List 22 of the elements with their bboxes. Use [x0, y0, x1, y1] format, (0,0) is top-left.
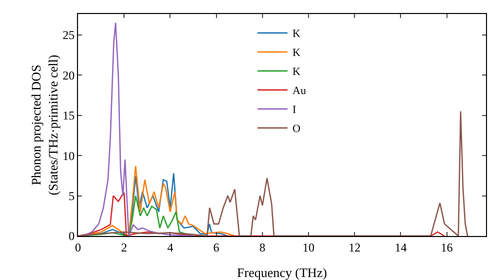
x-tick-label: 4 — [167, 240, 174, 254]
x-tick-label: 8 — [259, 240, 266, 254]
x-tick-label: 14 — [394, 240, 407, 254]
x-tick-label: 2 — [121, 240, 128, 254]
x-tick-label: 6 — [213, 240, 220, 254]
x-axis-title: Frequency (THz) — [237, 265, 327, 280]
x-tick-label: 10 — [302, 240, 315, 254]
x-tick-label: 12 — [348, 240, 361, 254]
y-tick-label: 0 — [68, 229, 75, 244]
legend-label: I — [292, 104, 296, 116]
y-tick-label: 25 — [62, 28, 75, 42]
legend-label: O — [292, 123, 300, 136]
x-tick-label: 16 — [440, 240, 453, 254]
y-tick-label: 20 — [62, 68, 75, 82]
legend-label: K — [292, 47, 300, 60]
legend-label: Au — [292, 85, 306, 98]
legend-label: K — [292, 66, 300, 78]
y-axis-title: Phonon projected DOS (States/THz·primitive cell) — [28, 54, 61, 196]
y-tick-label: 5 — [68, 188, 75, 203]
y-tick-label: 10 — [62, 148, 75, 163]
legend-label: K — [292, 28, 300, 40]
y-tick-label: 15 — [62, 108, 75, 123]
